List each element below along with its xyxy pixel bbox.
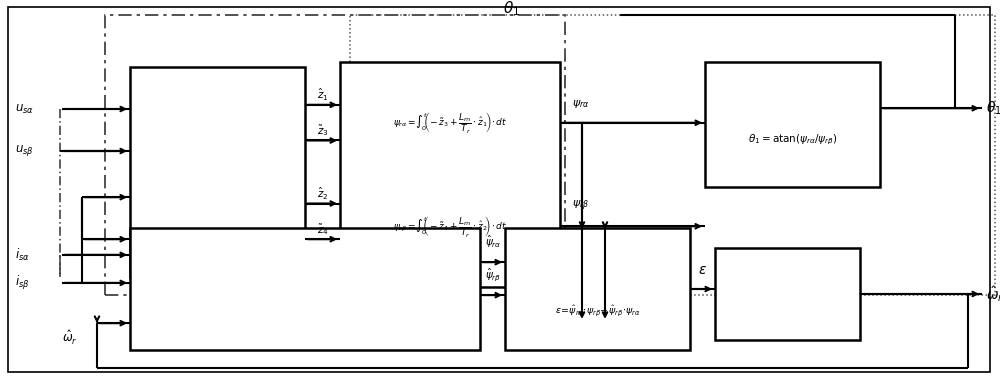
Text: $\hat{\psi}_{r\alpha}$: $\hat{\psi}_{r\alpha}$: [485, 234, 502, 250]
Text: $\theta_1=\mathrm{atan}(\psi_{r\alpha}/\psi_{r\beta})$: $\theta_1=\mathrm{atan}(\psi_{r\alpha}/\…: [748, 132, 837, 147]
Text: $\hat{z}_2$: $\hat{z}_2$: [317, 185, 328, 202]
Bar: [505, 228, 690, 350]
Text: $i_{s\alpha}$: $i_{s\alpha}$: [15, 247, 30, 263]
Text: $u_{s\alpha}$: $u_{s\alpha}$: [15, 103, 34, 115]
Text: $\hat{\omega}_r$: $\hat{\omega}_r$: [986, 284, 1000, 304]
Bar: [705, 62, 880, 187]
Bar: [130, 67, 305, 277]
Text: $\varepsilon$: $\varepsilon$: [698, 263, 707, 277]
Text: $\psi_{r\alpha}$: $\psi_{r\alpha}$: [572, 98, 590, 110]
Text: $\psi_{r\beta}$: $\psi_{r\beta}$: [572, 199, 589, 213]
Text: $\tilde{z}_3$: $\tilde{z}_3$: [317, 123, 328, 138]
Text: $\psi_{r\beta}=\!\int_0^t\!\!\left(\!-\tilde{z}_4+\dfrac{L_m}{T_r}\cdot\hat{z}_2: $\psi_{r\beta}=\!\int_0^t\!\!\left(\!-\t…: [393, 214, 507, 239]
Text: $\psi_{r\alpha}=\!\int_0^t\!\!\left(\!-\tilde{z}_3+\dfrac{L_m}{T_r}\cdot\hat{z}_: $\psi_{r\alpha}=\!\int_0^t\!\!\left(\!-\…: [393, 110, 507, 135]
Text: $\hat{\psi}_{r\beta}$: $\hat{\psi}_{r\beta}$: [485, 267, 501, 283]
Text: $\varepsilon\!=\!\hat{\psi}_{r\alpha}\!\cdot\!\psi_{r\beta}\!-\!\hat{\psi}_{r\be: $\varepsilon\!=\!\hat{\psi}_{r\alpha}\!\…: [555, 303, 640, 318]
Text: $i_{s\beta}$: $i_{s\beta}$: [15, 274, 30, 292]
Text: $\hat{\omega}_r$: $\hat{\omega}_r$: [62, 329, 78, 347]
Text: $\hat{z}_1$: $\hat{z}_1$: [317, 87, 328, 103]
Bar: [105, 15, 565, 295]
Bar: [350, 15, 995, 295]
Bar: [130, 228, 480, 350]
Text: $\theta_1$: $\theta_1$: [503, 0, 520, 18]
Bar: [340, 62, 560, 287]
Text: $\tilde{z}_4$: $\tilde{z}_4$: [317, 222, 328, 237]
Text: $u_{s\beta}$: $u_{s\beta}$: [15, 144, 34, 158]
Text: $\theta_1$: $\theta_1$: [986, 100, 1000, 117]
Bar: [715, 248, 860, 340]
